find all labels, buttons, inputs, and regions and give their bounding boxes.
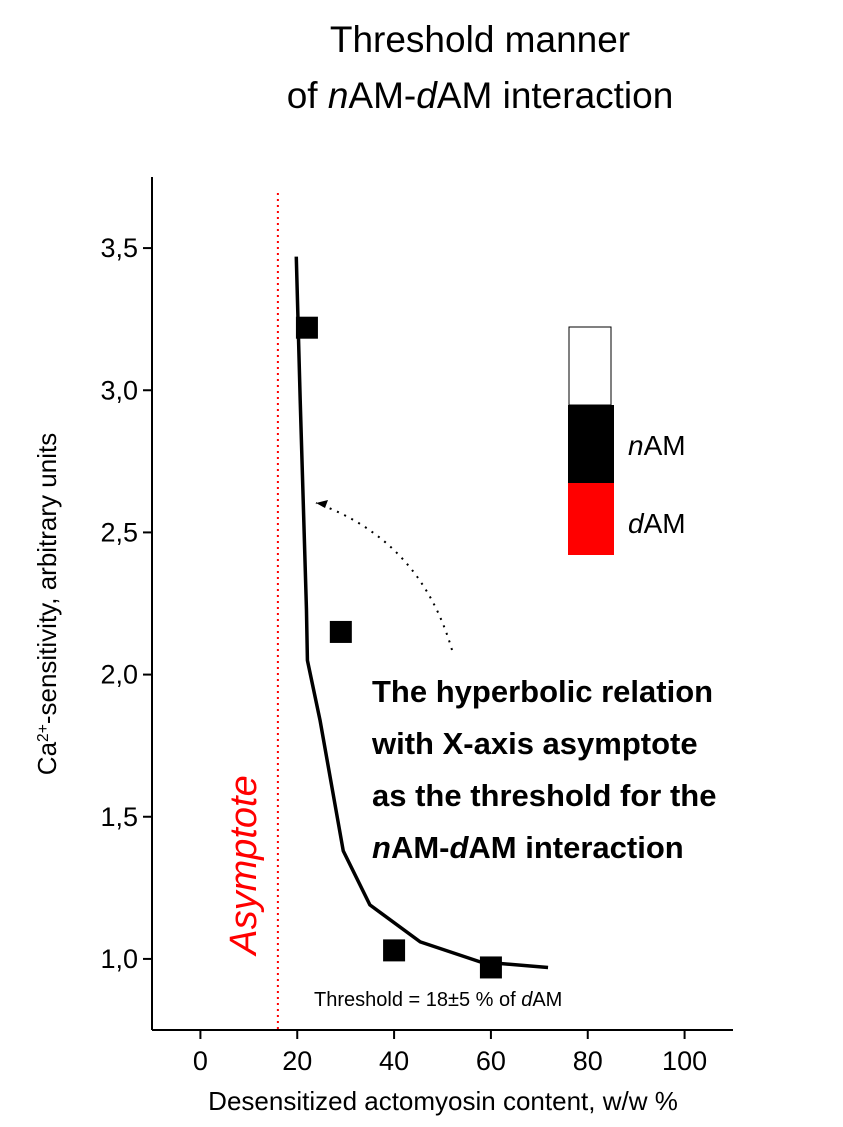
annotation-part: with X-axis asymptote: [371, 726, 698, 761]
y-tick-label: 2,5: [100, 517, 138, 547]
chart-title-part: AM-: [348, 75, 416, 116]
asymptote-label-part: Asymptote: [223, 775, 265, 957]
legend-label: dAM: [628, 508, 686, 539]
legend-empty-box: [568, 326, 612, 406]
annotation: with X-axis asymptote: [371, 726, 698, 761]
annotation-part: AM-: [391, 830, 450, 865]
y-axis-label-part: -sensitivity, arbitrary units: [32, 433, 62, 724]
y-axis-label-part: 2+: [35, 724, 52, 742]
data-point: [479, 956, 502, 979]
x-tick-label: 100: [662, 1046, 707, 1076]
annotation-part: n: [372, 830, 391, 865]
x-tick-label: 20: [282, 1046, 312, 1076]
legend-swatch: [568, 483, 614, 555]
chart-title-part: n: [328, 75, 349, 116]
threshold-note-part: Threshold = 18±5 % of: [314, 989, 521, 1011]
threshold-note: Threshold = 18±5 % of dAM: [314, 989, 562, 1011]
chart-title-part: of: [287, 75, 328, 116]
annotation-part: AM interaction: [468, 830, 683, 865]
y-tick-label: 3,0: [100, 375, 138, 405]
legend-label-part: n: [628, 430, 644, 461]
data-point: [383, 939, 406, 962]
chart-title: Threshold manner: [330, 19, 630, 60]
legend-swatch: [568, 405, 614, 483]
y-tick-label: 2,0: [100, 660, 138, 690]
y-tick-label: 1,5: [100, 802, 138, 832]
chart-title-part: AM interaction: [437, 75, 674, 116]
fit-curve: [294, 256, 549, 970]
threshold-note-part: d: [521, 989, 533, 1011]
x-axis-label-part: Desensitized actomyosin content, w/w %: [208, 1086, 678, 1116]
x-tick-label: 80: [573, 1046, 603, 1076]
x-tick-label: 40: [379, 1046, 409, 1076]
data-point: [295, 316, 318, 339]
data-point: [329, 620, 352, 643]
legend-label-part: AM: [644, 430, 686, 461]
legend-label: nAM: [628, 430, 686, 461]
legend-label-part: d: [628, 508, 645, 539]
annotation: The hyperbolic relation: [372, 674, 713, 709]
annotation-part: as the threshold for the: [372, 778, 716, 813]
annotation: nAM-dAM interaction: [372, 830, 684, 865]
legend-label-part: AM: [644, 508, 686, 539]
y-tick-label: 3,5: [100, 233, 138, 263]
x-axis-label: Desensitized actomyosin content, w/w %: [208, 1086, 678, 1116]
asymptote-label: Asymptote: [223, 775, 265, 957]
y-tick-label: 1,0: [100, 944, 138, 974]
annotation-part: The hyperbolic relation: [372, 674, 713, 709]
annotation-arrowhead: [316, 500, 328, 508]
y-axis-label: Ca2+-sensitivity, arbitrary units: [32, 433, 62, 775]
annotation: as the threshold for the: [372, 778, 716, 813]
y-axis-label-part: Ca: [32, 741, 62, 775]
chart-title-part: d: [416, 75, 438, 116]
chart-title-part: Threshold manner: [330, 19, 630, 60]
annotation-arrow: [315, 502, 453, 651]
x-tick-label: 60: [476, 1046, 506, 1076]
threshold-note-part: AM: [532, 989, 562, 1011]
annotation-part: d: [449, 830, 469, 865]
x-tick-label: 0: [193, 1046, 208, 1076]
chart-title: of nAM-dAM interaction: [287, 75, 674, 116]
